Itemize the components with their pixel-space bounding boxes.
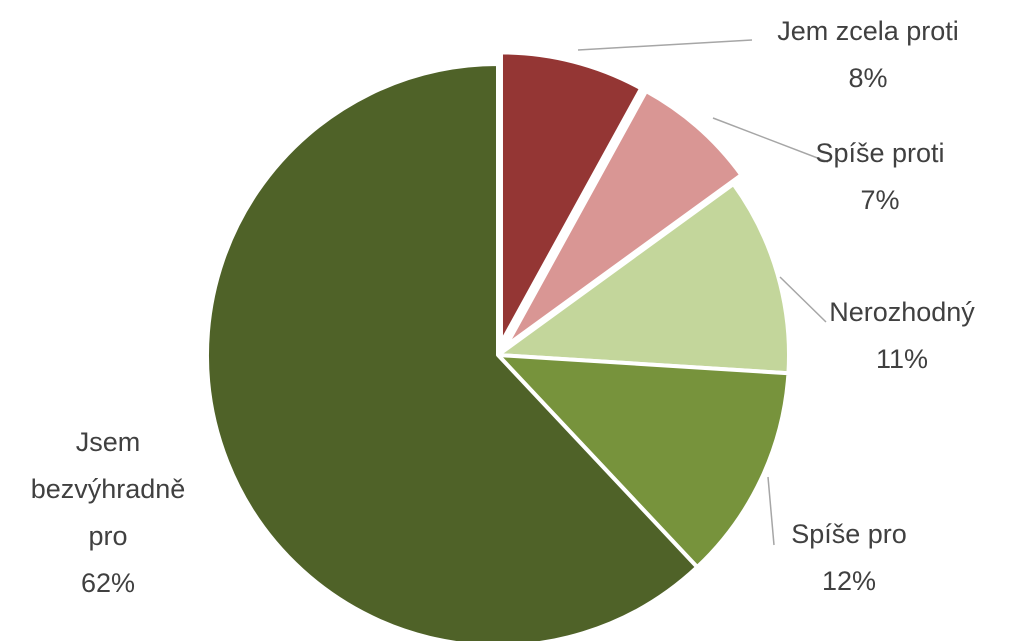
leader-line <box>712 117 829 163</box>
slice-label: Jsem bezvýhradně pro 62% <box>31 427 186 598</box>
slice-name: Nerozhodný <box>829 297 975 327</box>
pie-slice-nerozhodný <box>496 181 791 376</box>
slice-percent: 8% <box>848 63 887 93</box>
slice-label: Nerozhodný 11% <box>829 297 975 374</box>
slice-label: Spíše pro 12% <box>791 519 907 596</box>
slice-percent: 7% <box>860 185 899 215</box>
slice-label: Spíše proti 7% <box>815 138 944 215</box>
leader-line <box>767 476 775 546</box>
pie-slices <box>205 50 791 641</box>
slice-name: bezvýhradně <box>31 474 186 504</box>
slice-labels: Jem zcela proti 8% Spíše proti 7% Nerozhodný… <box>31 16 976 598</box>
pie-slice-spíše-pro <box>496 353 791 570</box>
slice-name: pro <box>88 521 127 551</box>
pie-slice-spíše-proti <box>503 88 744 348</box>
slice-name: Jem zcela proti <box>777 16 959 46</box>
leader-lines <box>577 39 829 546</box>
slice-percent: 12% <box>822 566 876 596</box>
slice-percent: 62% <box>81 568 135 598</box>
slice-name: Spíše proti <box>815 138 944 168</box>
slice-name: Spíše pro <box>791 519 907 549</box>
slice-percent: 11% <box>876 344 928 374</box>
leader-line <box>779 276 827 323</box>
pie-slice-jsem-bezvýhradně-pro <box>205 62 700 641</box>
slice-label: Jem zcela proti 8% <box>777 16 959 93</box>
leader-line <box>577 39 753 51</box>
slice-name: Jsem <box>76 427 141 457</box>
pie-slice-jem-zcela-proti <box>498 50 644 346</box>
